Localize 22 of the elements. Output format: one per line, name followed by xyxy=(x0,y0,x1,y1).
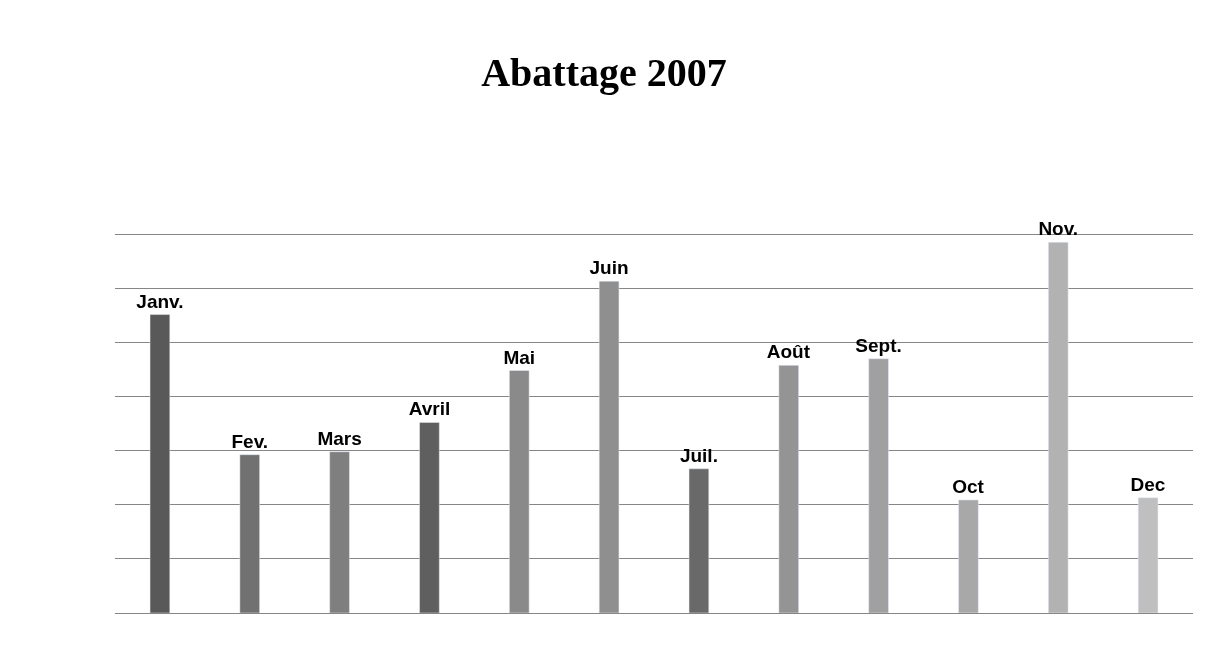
x-tick-label: Août xyxy=(766,341,811,363)
bar xyxy=(958,499,979,613)
x-tick-label: Juil. xyxy=(679,444,718,466)
bar xyxy=(239,454,260,613)
bar xyxy=(778,365,799,613)
x-tick-label: Avril xyxy=(408,398,451,420)
x-tick-label: Juin xyxy=(589,257,629,279)
x-tick-label: Nov. xyxy=(1038,218,1079,240)
x-tick-label: Fev. xyxy=(231,430,269,452)
bar xyxy=(149,314,171,613)
x-tick-label: Mars xyxy=(317,427,362,449)
x-tick-label: Dec xyxy=(1130,473,1166,495)
x-tick-label: Oct xyxy=(952,475,985,497)
x-tick-label: Mai xyxy=(503,346,536,368)
bar xyxy=(688,468,710,613)
bar xyxy=(1137,497,1159,613)
bar xyxy=(419,422,440,613)
bar xyxy=(1048,242,1069,613)
x-tick-label: Janv. xyxy=(136,290,184,312)
chart-title: Abattage 2007 xyxy=(481,50,727,96)
bar xyxy=(868,358,889,613)
x-tick-label: Sept. xyxy=(855,334,902,356)
